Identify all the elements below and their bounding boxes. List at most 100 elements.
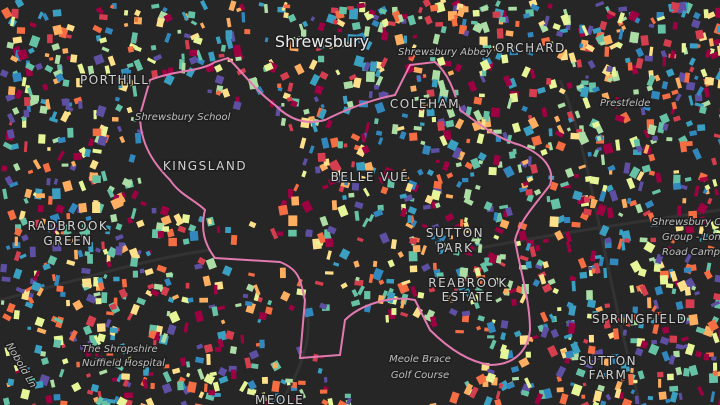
building: [356, 237, 364, 243]
building: [411, 44, 417, 51]
building: [74, 249, 79, 260]
building: [24, 97, 31, 106]
building: [358, 175, 369, 182]
building: [615, 139, 621, 151]
building: [277, 83, 282, 88]
building: [119, 342, 128, 355]
building: [598, 256, 605, 267]
building: [421, 144, 432, 156]
building: [470, 20, 478, 25]
building: [182, 238, 190, 245]
building: [209, 371, 217, 377]
building: [145, 250, 152, 257]
building: [685, 141, 693, 147]
building: [208, 51, 216, 62]
building: [130, 32, 138, 44]
building: [5, 245, 11, 251]
building: [528, 156, 532, 167]
building: [423, 94, 430, 100]
building: [566, 244, 572, 253]
building: [373, 84, 380, 90]
building: [287, 188, 294, 199]
building: [629, 260, 642, 273]
building: [436, 56, 446, 67]
building: [591, 268, 596, 274]
building: [362, 217, 370, 228]
building: [692, 148, 702, 161]
building: [217, 305, 226, 311]
building: [597, 384, 605, 392]
building: [684, 224, 695, 235]
building: [479, 36, 488, 45]
building: [653, 264, 661, 273]
building: [318, 55, 325, 63]
building: [264, 306, 273, 315]
building: [455, 162, 462, 168]
building: [461, 18, 467, 26]
building: [66, 213, 71, 220]
building: [523, 13, 530, 19]
building: [446, 106, 456, 119]
building: [648, 343, 660, 356]
building: [704, 48, 712, 58]
building: [95, 105, 107, 118]
building: [93, 291, 101, 297]
building: [93, 110, 97, 120]
building: [324, 229, 331, 241]
building: [696, 202, 709, 215]
building: [150, 289, 160, 297]
building: [527, 116, 540, 130]
building: [147, 283, 155, 290]
building: [332, 19, 339, 26]
building: [708, 38, 715, 47]
building: [627, 62, 633, 71]
building: [712, 229, 719, 238]
building: [598, 349, 604, 357]
building: [34, 316, 45, 328]
building: [217, 338, 225, 349]
building: [280, 378, 288, 385]
building: [264, 37, 269, 43]
building: [197, 368, 205, 380]
building: [633, 89, 639, 95]
building: [447, 70, 455, 76]
building: [465, 106, 472, 116]
building: [79, 229, 88, 238]
building: [50, 379, 56, 388]
building: [506, 381, 516, 390]
building: [586, 313, 597, 320]
building: [69, 237, 74, 243]
building: [494, 398, 503, 405]
building: [150, 382, 155, 390]
building: [130, 303, 140, 316]
building: [586, 25, 594, 36]
building: [405, 222, 414, 229]
building: [585, 75, 589, 79]
building: [104, 27, 114, 35]
building: [390, 239, 397, 250]
building: [1, 7, 13, 20]
building: [654, 74, 661, 82]
building: [451, 18, 458, 27]
building: [387, 178, 396, 189]
building: [495, 135, 501, 142]
building: [289, 100, 299, 108]
building: [697, 124, 706, 132]
building: [463, 217, 468, 223]
building: [669, 270, 678, 282]
building: [27, 169, 34, 175]
building: [463, 288, 474, 300]
building: [607, 164, 616, 173]
building: [452, 286, 459, 298]
building: [422, 0, 432, 8]
building: [639, 284, 649, 297]
building: [657, 371, 664, 378]
building: [137, 177, 142, 184]
building: [397, 14, 404, 23]
building: [283, 12, 289, 19]
building: [644, 55, 653, 62]
building: [159, 205, 170, 216]
building: [440, 25, 447, 34]
building: [451, 0, 461, 7]
building: [626, 322, 632, 328]
